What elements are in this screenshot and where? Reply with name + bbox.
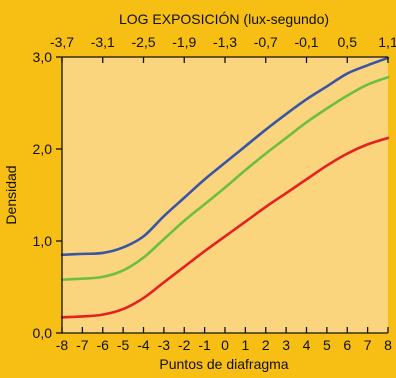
y-tick-label: 0,0 bbox=[33, 325, 53, 341]
top-axis-tick-label: -2,5 bbox=[131, 34, 155, 50]
x-tick-label: 5 bbox=[323, 337, 331, 353]
top-axis-tick-label: -0,1 bbox=[294, 34, 318, 50]
top-axis-title: LOG EXPOSICIÓN (lux-segundo) bbox=[119, 11, 329, 27]
top-axis-tick-label: -3,1 bbox=[91, 34, 115, 50]
axes-layer: 0,0 1,0 2,0 3,0 -8 -7 -6 -5 -4 -3 -2 -1 0 1 2 3 4 5 6 7 8 -3,… bbox=[33, 34, 396, 353]
plot-area bbox=[62, 57, 388, 333]
x-tick-label: -6 bbox=[97, 337, 110, 353]
x-tick-label: -4 bbox=[137, 337, 150, 353]
x-tick-label: -3 bbox=[158, 337, 171, 353]
y-tick-label: 3,0 bbox=[33, 49, 53, 65]
x-axis-title: Puntos de diafragma bbox=[159, 356, 288, 372]
x-tick-label: -1 bbox=[198, 337, 211, 353]
x-tick-label: -8 bbox=[56, 337, 69, 353]
series-line-2 bbox=[60, 75, 390, 281]
top-axis-tick-label: 0,5 bbox=[338, 34, 358, 50]
x-tick-label: -7 bbox=[76, 337, 89, 353]
y-axis-title: Densidad bbox=[3, 165, 19, 224]
x-tick-label: 4 bbox=[303, 337, 311, 353]
top-axis-tick-label: -1,9 bbox=[172, 34, 196, 50]
top-axis-tick-label: -3,7 bbox=[50, 34, 74, 50]
top-axis-tick-label: -0,7 bbox=[254, 34, 278, 50]
x-tick-label: 3 bbox=[282, 337, 290, 353]
x-tick-label: 7 bbox=[364, 337, 372, 353]
x-tick-label: 6 bbox=[343, 337, 351, 353]
x-tick-label: 1 bbox=[241, 337, 249, 353]
series-line-1 bbox=[60, 56, 390, 257]
y-tick-label: 1,0 bbox=[33, 233, 53, 249]
top-axis-tick-label: -1,3 bbox=[213, 34, 237, 50]
x-tick-label: 0 bbox=[221, 337, 229, 353]
x-tick-label: 8 bbox=[384, 337, 392, 353]
series-line-3 bbox=[60, 136, 390, 319]
x-tick-label: -5 bbox=[117, 337, 130, 353]
x-tick-label: -2 bbox=[178, 337, 191, 353]
top-axis-tick-label: 1,1 bbox=[378, 34, 396, 50]
series-layer bbox=[60, 56, 390, 319]
x-tick-label: 2 bbox=[262, 337, 270, 353]
y-tick-label: 2,0 bbox=[33, 141, 53, 157]
